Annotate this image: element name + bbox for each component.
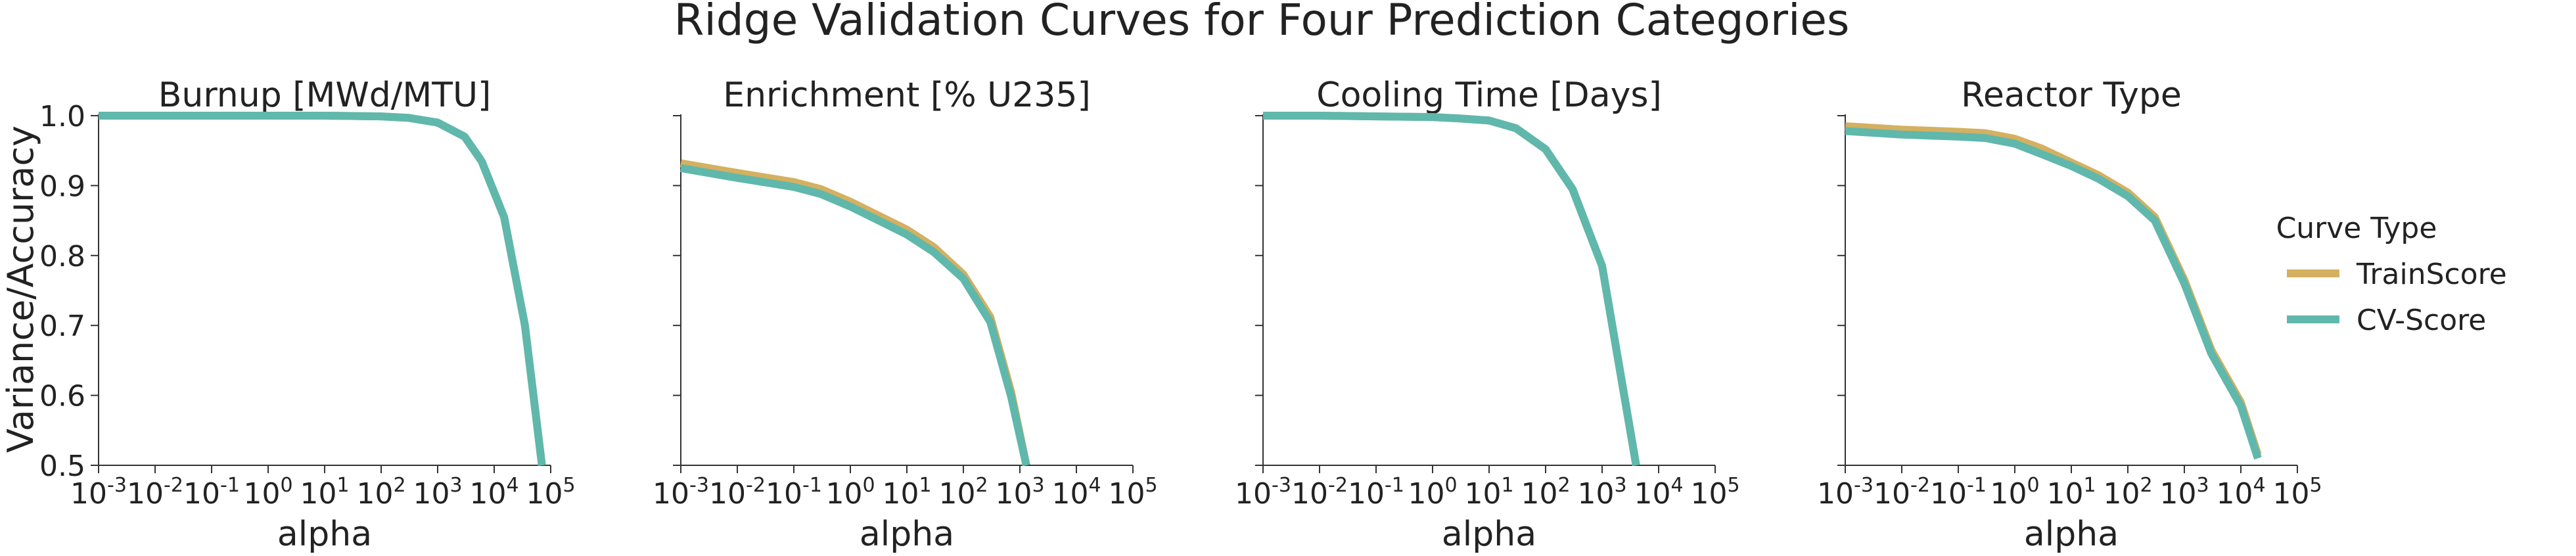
legend-label-cv-score: CV-Score	[2357, 304, 2486, 337]
x-tick-label: 10-2	[1291, 474, 1348, 511]
x-tick-label: 10-1	[183, 474, 240, 511]
x-tick-label: 103	[995, 474, 1044, 511]
x-tick-label: 100	[825, 474, 875, 511]
x-tick-label: 105	[1108, 474, 1157, 511]
x-tick-label: 101	[882, 474, 931, 511]
subplot-title: Burnup [MWd/MTU]	[158, 76, 492, 115]
y-axis-label: Variance/Accuracy	[0, 126, 41, 453]
legend: Curve Type TrainScore CV-Score	[2276, 212, 2507, 337]
x-tick-label: 102	[1521, 474, 1570, 511]
x-tick-label: 10-1	[1930, 474, 1987, 511]
y-tick-label: 1.0	[39, 100, 85, 133]
series-line-trainscore	[1845, 122, 2262, 456]
subplots: Burnup [MWd/MTU]0.50.60.70.80.91.010-3 10…	[39, 76, 2322, 554]
x-tick-label: 10-2	[709, 474, 766, 511]
series-line-cv-score	[1845, 127, 2262, 460]
x-tick-label: 104	[469, 474, 518, 511]
x-tick-label: 104	[1051, 474, 1101, 511]
x-tick-label: 10-2	[1874, 474, 1930, 511]
x-tick-label: 105	[1690, 474, 1739, 511]
x-tick-label: 104	[1634, 474, 1683, 511]
x-tick-label: 10-1	[766, 474, 822, 511]
x-tick-label: 10-3	[1235, 474, 1291, 511]
x-axis-label: alpha	[277, 515, 372, 553]
y-tick-label: 0.5	[39, 450, 85, 483]
x-tick-label: 10-1	[1348, 474, 1404, 511]
series-line-trainscore	[99, 112, 546, 466]
x-tick-label: 103	[1577, 474, 1626, 511]
x-tick-label: 102	[2103, 474, 2152, 511]
x-tick-label: 101	[1464, 474, 1513, 511]
subplot-burnup-mwd-mtu: Burnup [MWd/MTU]0.50.60.70.80.91.010-3 10…	[39, 76, 576, 554]
x-axis-label: alpha	[1442, 515, 1536, 553]
x-tick-label: 100	[1990, 474, 2039, 511]
x-axis-label: alpha	[860, 515, 954, 553]
x-tick-label: 105	[526, 474, 575, 511]
x-tick-label: 100	[243, 474, 292, 511]
x-tick-label: 101	[2046, 474, 2096, 511]
series-line-cv-score	[1263, 112, 1640, 467]
legend-label-trainscore: TrainScore	[2356, 258, 2507, 291]
series-line-cv-score	[679, 164, 1030, 467]
x-tick-label: 104	[2216, 474, 2265, 511]
y-tick-label: 0.6	[39, 380, 85, 413]
x-tick-label: 10-3	[653, 474, 709, 511]
x-tick-label: 103	[413, 474, 462, 511]
y-tick-label: 0.7	[39, 310, 85, 343]
subplot-title: Cooling Time [Days]	[1316, 76, 1661, 115]
subplot-title: Reactor Type	[1961, 76, 2182, 115]
legend-title: Curve Type	[2276, 212, 2437, 245]
subplot-cooling-time-days: Cooling Time [Days] 10-3 10-2 10-1 100 101 102…	[1235, 76, 1740, 554]
x-tick-label: 105	[2272, 474, 2322, 511]
subplot-enrichment-u235: Enrichment [% U235] 10-3 10-2 10-1 100 101 102…	[653, 76, 1158, 554]
x-tick-label: 10-3	[1817, 474, 1874, 511]
figure-title: Ridge Validation Curves for Four Predict…	[674, 0, 1850, 45]
x-tick-label: 101	[300, 474, 349, 511]
y-tick-label: 0.8	[39, 240, 85, 273]
x-tick-label: 102	[356, 474, 405, 511]
x-tick-label: 10-2	[127, 474, 183, 511]
subplot-reactor-type: Reactor Type 10-3 10-2 10-1 100 101 102 103 104 1…	[1817, 76, 2322, 554]
series-line-cv-score	[99, 112, 546, 466]
x-tick-label: 102	[938, 474, 988, 511]
series-line-trainscore	[1263, 112, 1640, 467]
x-tick-label: 103	[2159, 474, 2209, 511]
x-axis-label: alpha	[2024, 515, 2119, 553]
x-tick-label: 100	[1408, 474, 1457, 511]
subplot-title: Enrichment [% U235]	[723, 76, 1091, 115]
x-tick-label: 10-3	[70, 474, 127, 511]
y-tick-label: 0.9	[39, 170, 85, 203]
